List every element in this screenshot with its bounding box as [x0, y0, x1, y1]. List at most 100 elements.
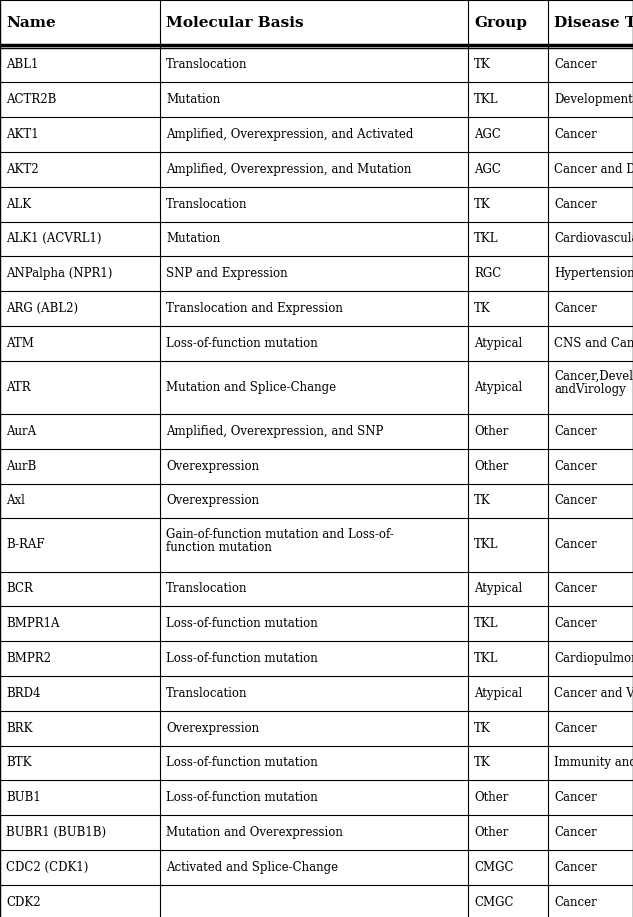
Text: Cancer: Cancer: [554, 722, 597, 735]
Text: Cancer: Cancer: [554, 59, 597, 72]
Text: Translocation: Translocation: [166, 198, 248, 211]
Text: ATR: ATR: [6, 381, 30, 393]
Text: Atypical: Atypical: [474, 582, 522, 595]
Text: Cancer: Cancer: [554, 459, 597, 472]
Text: ATM: ATM: [6, 337, 34, 349]
Text: Loss-of-function mutation: Loss-of-function mutation: [166, 652, 318, 665]
Text: TK: TK: [474, 302, 491, 315]
Text: Cancer: Cancer: [554, 791, 597, 804]
Text: Amplified, Overexpression, and Activated: Amplified, Overexpression, and Activated: [166, 128, 413, 141]
Text: Group: Group: [474, 16, 527, 29]
Text: Mutation: Mutation: [166, 94, 220, 106]
Text: AurB: AurB: [6, 459, 36, 472]
Text: TK: TK: [474, 757, 491, 769]
Text: Cancer: Cancer: [554, 494, 597, 507]
Text: Cardiopulmonary: Cardiopulmonary: [554, 652, 633, 665]
Text: Gain-of-function mutation and Loss-of-: Gain-of-function mutation and Loss-of-: [166, 528, 394, 541]
Text: Other: Other: [474, 459, 508, 472]
Text: Cancer: Cancer: [554, 302, 597, 315]
Text: Hypertension: Hypertension: [554, 267, 633, 281]
Text: Name: Name: [6, 16, 56, 29]
Text: Translocation: Translocation: [166, 59, 248, 72]
Text: AKT2: AKT2: [6, 163, 39, 176]
Text: Translocation: Translocation: [166, 582, 248, 595]
Text: ALK1 (ACVRL1): ALK1 (ACVRL1): [6, 232, 101, 246]
Text: Other: Other: [474, 425, 508, 437]
Text: Cancer: Cancer: [554, 128, 597, 141]
Text: Cardiovascular: Cardiovascular: [554, 232, 633, 246]
Text: TKL: TKL: [474, 652, 499, 665]
Text: Overexpression: Overexpression: [166, 494, 259, 507]
Text: Overexpression: Overexpression: [166, 459, 259, 472]
Text: Cancer: Cancer: [554, 582, 597, 595]
Text: Cancer: Cancer: [554, 538, 597, 551]
Text: RGC: RGC: [474, 267, 501, 281]
Text: Cancer: Cancer: [554, 617, 597, 630]
Text: Cancer: Cancer: [554, 861, 597, 874]
Text: CMGC: CMGC: [474, 896, 513, 909]
Text: CMGC: CMGC: [474, 861, 513, 874]
Text: Atypical: Atypical: [474, 687, 522, 700]
Text: Cancer: Cancer: [554, 896, 597, 909]
Text: Activated and Splice-Change: Activated and Splice-Change: [166, 861, 338, 874]
Text: Loss-of-function mutation: Loss-of-function mutation: [166, 617, 318, 630]
Text: B-RAF: B-RAF: [6, 538, 44, 551]
Text: ACTR2B: ACTR2B: [6, 94, 56, 106]
Text: Amplified, Overexpression, and SNP: Amplified, Overexpression, and SNP: [166, 425, 384, 437]
Text: BUB1: BUB1: [6, 791, 41, 804]
Text: AGC: AGC: [474, 128, 501, 141]
Text: TK: TK: [474, 494, 491, 507]
Text: Mutation: Mutation: [166, 232, 220, 246]
Text: ARG (ABL2): ARG (ABL2): [6, 302, 78, 315]
Text: Cancer,Development,: Cancer,Development,: [554, 370, 633, 383]
Text: AGC: AGC: [474, 163, 501, 176]
Text: Atypical: Atypical: [474, 337, 522, 349]
Text: Cancer: Cancer: [554, 198, 597, 211]
Text: BTK: BTK: [6, 757, 32, 769]
Text: Loss-of-function mutation: Loss-of-function mutation: [166, 337, 318, 349]
Text: TKL: TKL: [474, 538, 499, 551]
Text: SNP and Expression: SNP and Expression: [166, 267, 287, 281]
Text: function mutation: function mutation: [166, 541, 272, 554]
Text: TK: TK: [474, 722, 491, 735]
Text: Amplified, Overexpression, and Mutation: Amplified, Overexpression, and Mutation: [166, 163, 411, 176]
Text: TKL: TKL: [474, 617, 499, 630]
Text: Cancer and Diabetes: Cancer and Diabetes: [554, 163, 633, 176]
Text: Disease Type: Disease Type: [554, 16, 633, 29]
Text: AurA: AurA: [6, 425, 36, 437]
Text: Cancer: Cancer: [554, 826, 597, 839]
Text: Molecular Basis: Molecular Basis: [166, 16, 304, 29]
Text: BRK: BRK: [6, 722, 32, 735]
Text: Translocation: Translocation: [166, 687, 248, 700]
Text: BCR: BCR: [6, 582, 33, 595]
Text: TK: TK: [474, 59, 491, 72]
Text: Atypical: Atypical: [474, 381, 522, 393]
Text: TK: TK: [474, 198, 491, 211]
Text: Other: Other: [474, 826, 508, 839]
Text: BMPR2: BMPR2: [6, 652, 51, 665]
Text: TKL: TKL: [474, 232, 499, 246]
Text: CNS and Cancer: CNS and Cancer: [554, 337, 633, 349]
Text: Mutation and Overexpression: Mutation and Overexpression: [166, 826, 343, 839]
Text: Immunity andCancer: Immunity andCancer: [554, 757, 633, 769]
Text: Loss-of-function mutation: Loss-of-function mutation: [166, 791, 318, 804]
Text: Loss-of-function mutation: Loss-of-function mutation: [166, 757, 318, 769]
Text: Translocation and Expression: Translocation and Expression: [166, 302, 343, 315]
Text: BMPR1A: BMPR1A: [6, 617, 60, 630]
Text: ABL1: ABL1: [6, 59, 39, 72]
Text: BRD4: BRD4: [6, 687, 41, 700]
Text: TKL: TKL: [474, 94, 499, 106]
Text: ALK: ALK: [6, 198, 31, 211]
Text: andVirology: andVirology: [554, 383, 626, 396]
Text: Cancer: Cancer: [554, 425, 597, 437]
Text: ANPalpha (NPR1): ANPalpha (NPR1): [6, 267, 113, 281]
Text: Mutation and Splice-Change: Mutation and Splice-Change: [166, 381, 336, 393]
Text: Axl: Axl: [6, 494, 25, 507]
Text: Overexpression: Overexpression: [166, 722, 259, 735]
Text: CDC2 (CDK1): CDC2 (CDK1): [6, 861, 89, 874]
Text: CDK2: CDK2: [6, 896, 41, 909]
Text: BUBR1 (BUB1B): BUBR1 (BUB1B): [6, 826, 106, 839]
Text: Cancer and Virology: Cancer and Virology: [554, 687, 633, 700]
Text: Development: Development: [554, 94, 633, 106]
Text: Other: Other: [474, 791, 508, 804]
